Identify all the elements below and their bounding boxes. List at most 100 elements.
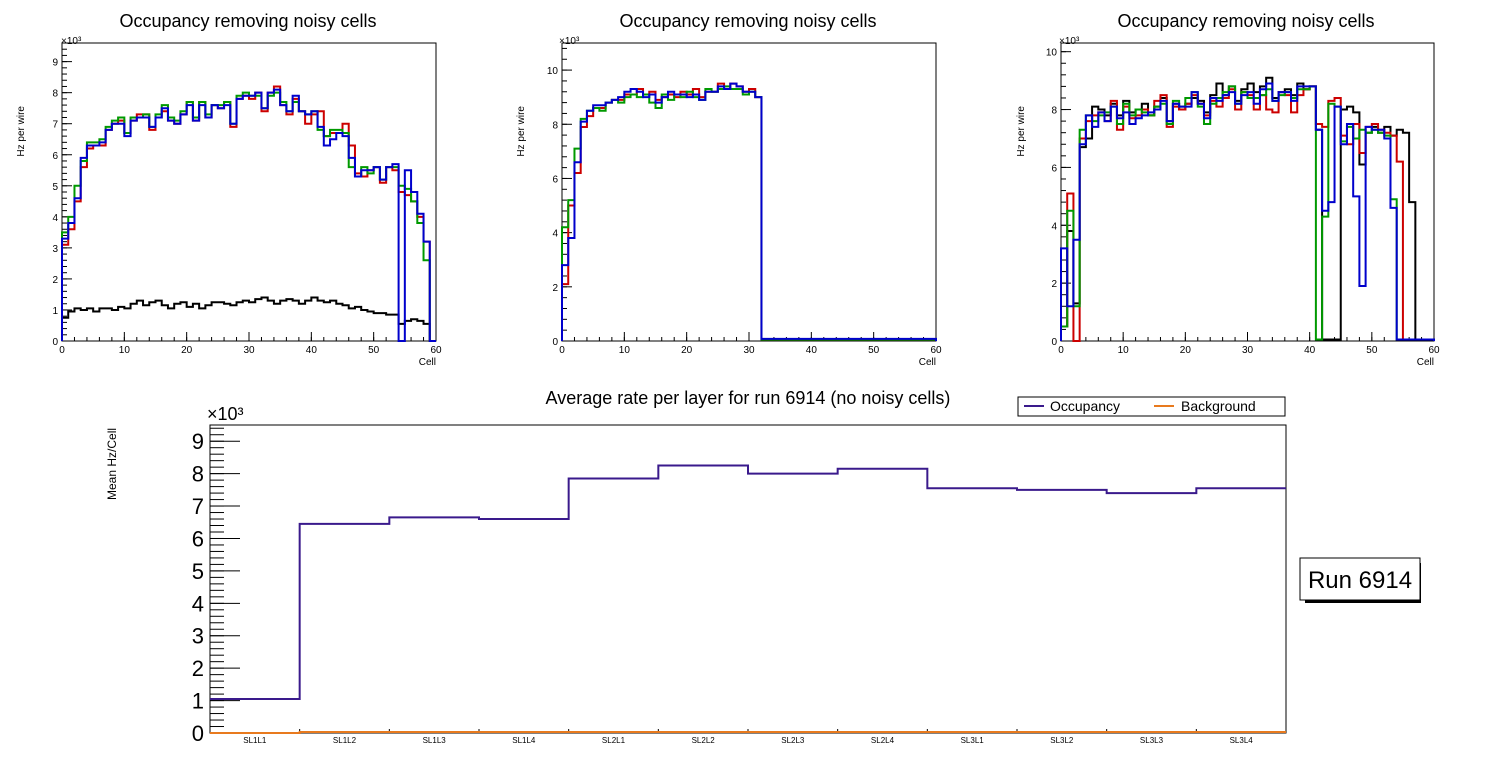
panel-1-title: Occupancy removing noisy cells <box>119 11 376 31</box>
legend-occupancy-label: Occupancy <box>1050 398 1120 414</box>
x-tick-label: 40 <box>806 345 818 356</box>
y-tick-label: 8 <box>1051 106 1057 117</box>
category-label: SL1L2 <box>333 736 357 745</box>
category-label: SL3L1 <box>961 736 985 745</box>
y-tick-label: 0 <box>552 337 558 348</box>
y-tick-label: 4 <box>192 591 204 616</box>
y-tick-label: 3 <box>52 244 58 255</box>
x-tick-label: 60 <box>1428 345 1440 356</box>
category-label: SL3L4 <box>1230 736 1254 745</box>
panel-1-exponent: ×10³ <box>61 36 82 47</box>
y-tick-label: 4 <box>52 213 58 224</box>
x-tick-label: 50 <box>1366 345 1378 356</box>
bottom-exponent: ×10³ <box>207 404 244 424</box>
x-tick-label: 0 <box>59 345 65 356</box>
y-tick-label: 2 <box>192 656 204 681</box>
x-tick-label: 0 <box>1058 345 1064 356</box>
run-box <box>1299 557 1421 601</box>
y-tick-label: 8 <box>192 462 204 487</box>
x-tick-label: 40 <box>1304 345 1316 356</box>
series-occupancy <box>210 464 1286 700</box>
series-blue <box>1060 82 1435 341</box>
y-tick-label: 6 <box>52 151 58 162</box>
panel-3-ylabel: Hz per wire <box>1016 106 1027 157</box>
y-tick-label: 1 <box>52 306 58 317</box>
legend-box <box>1017 396 1286 417</box>
category-label: SL2L3 <box>781 736 805 745</box>
y-tick-label: 9 <box>192 429 204 454</box>
legend-background-label: Background <box>1181 398 1256 414</box>
category-label: SL1L1 <box>243 736 267 745</box>
panel-top-left: Occupancy removing noisy cells Hz per wi… <box>16 11 442 368</box>
y-tick-label: 7 <box>52 120 58 131</box>
panel-2-ylabel: Hz per wire <box>516 106 527 157</box>
x-tick-label: 20 <box>681 345 693 356</box>
panel-1-xlabel: Cell <box>419 357 436 368</box>
y-tick-label: 4 <box>1051 221 1057 232</box>
x-tick-label: 20 <box>181 345 193 356</box>
category-label: SL1L3 <box>423 736 447 745</box>
category-label: SL1L4 <box>512 736 536 745</box>
bottom-ylabel: Mean Hz/Cell <box>105 428 119 500</box>
y-tick-label: 2 <box>552 283 558 294</box>
category-label: SL2L1 <box>602 736 626 745</box>
y-tick-label: 3 <box>192 624 204 649</box>
x-tick-label: 60 <box>930 345 942 356</box>
panel-2-title: Occupancy removing noisy cells <box>619 11 876 31</box>
y-tick-label: 0 <box>52 337 58 348</box>
x-tick-label: 10 <box>1118 345 1130 356</box>
plot-frame <box>61 42 437 342</box>
series-green <box>61 91 436 342</box>
y-tick-label: 8 <box>52 89 58 100</box>
y-tick-label: 10 <box>1046 48 1058 59</box>
y-tick-label: 0 <box>1051 337 1057 348</box>
x-tick-label: 40 <box>306 345 318 356</box>
x-tick-label: 50 <box>868 345 880 356</box>
panel-top-middle: Occupancy removing noisy cells Hz per wi… <box>516 11 942 368</box>
plot-frame <box>561 42 937 342</box>
series-red <box>561 82 937 341</box>
panel-2-exponent: ×10³ <box>559 36 580 47</box>
y-tick-label: 5 <box>52 182 58 193</box>
x-tick-label: 50 <box>368 345 380 356</box>
y-tick-label: 6 <box>1051 163 1057 174</box>
y-tick-label: 8 <box>552 120 558 131</box>
x-tick-label: 30 <box>743 345 755 356</box>
y-tick-label: 1 <box>192 689 204 714</box>
category-label: SL3L2 <box>1050 736 1074 745</box>
series-blue <box>61 88 436 342</box>
run-annotation: Run 6914 <box>1299 557 1421 603</box>
x-tick-label: 10 <box>119 345 131 356</box>
y-tick-label: 9 <box>52 58 58 69</box>
panel-1-ylabel: Hz per wire <box>16 106 27 157</box>
series-green <box>561 85 937 341</box>
x-tick-label: 30 <box>243 345 255 356</box>
category-label: SL3L3 <box>1140 736 1164 745</box>
panel-3-xlabel: Cell <box>1417 357 1434 368</box>
y-tick-label: 6 <box>192 526 204 551</box>
run-label: Run 6914 <box>1308 567 1412 594</box>
series-background <box>210 731 1286 734</box>
panel-3-exponent: ×10³ <box>1059 36 1080 47</box>
bottom-title: Average rate per layer for run 6914 (no … <box>546 388 951 408</box>
y-tick-label: 2 <box>1051 279 1057 290</box>
category-label: SL2L2 <box>692 736 716 745</box>
series-black <box>61 296 436 342</box>
y-tick-label: 4 <box>552 229 558 240</box>
panel-3-title: Occupancy removing noisy cells <box>1117 11 1374 31</box>
legend: Occupancy Background <box>1017 396 1286 417</box>
panel-bottom: Average rate per layer for run 6914 (no … <box>105 388 1421 746</box>
y-tick-label: 2 <box>52 275 58 286</box>
y-tick-label: 5 <box>192 559 204 584</box>
panel-2-xlabel: Cell <box>919 357 936 368</box>
x-tick-label: 30 <box>1242 345 1254 356</box>
series-blue <box>561 82 937 341</box>
x-tick-label: 60 <box>430 345 442 356</box>
y-tick-label: 10 <box>547 66 559 77</box>
y-tick-label: 6 <box>552 174 558 185</box>
x-tick-label: 20 <box>1180 345 1192 356</box>
x-tick-label: 0 <box>559 345 565 356</box>
category-label: SL2L4 <box>871 736 895 745</box>
y-tick-label: 7 <box>192 494 204 519</box>
